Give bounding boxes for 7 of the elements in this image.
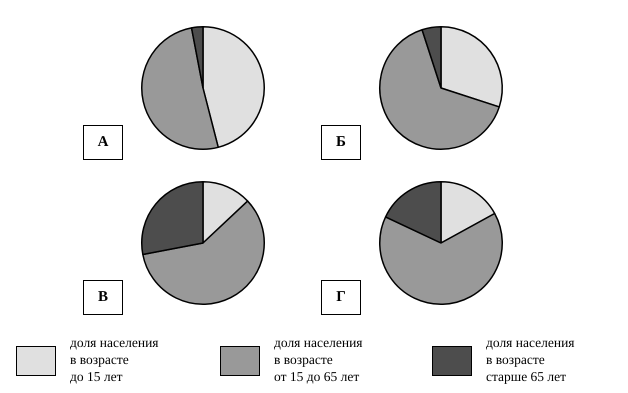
text: Г (321, 280, 361, 315)
text: Б (321, 125, 361, 160)
text: А (83, 125, 123, 160)
legend-label: доля населения в возрасте старше 65 лет (486, 334, 575, 385)
legend-label: доля населения в возрасте до 15 лет (70, 334, 159, 385)
text: В (83, 280, 123, 315)
legend-label: доля населения в возрасте от 15 до 65 лет (274, 334, 363, 385)
